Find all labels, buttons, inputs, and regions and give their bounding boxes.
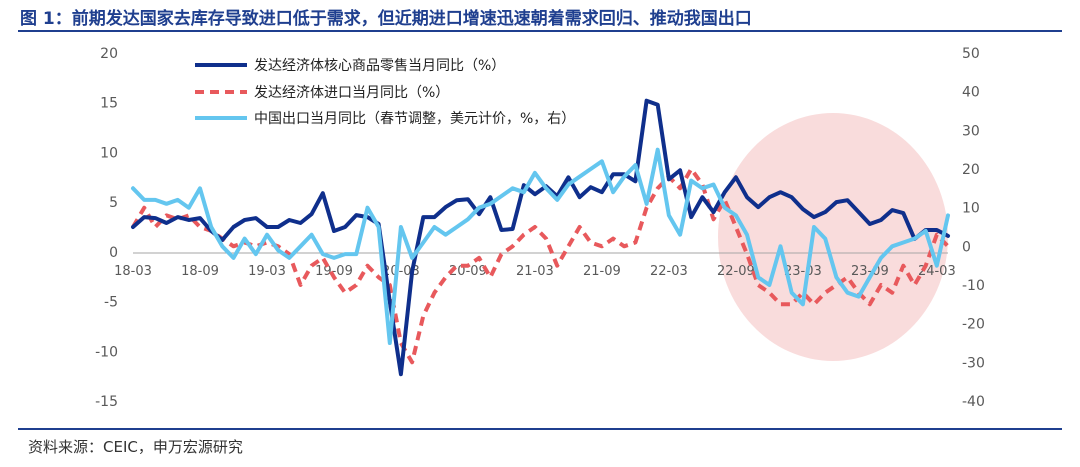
left-tick-label: 15: [100, 96, 118, 112]
x-tick-label: 22-09: [717, 264, 755, 279]
series-line-imports: [131, 167, 950, 365]
x-tick-label: 21-03: [516, 264, 554, 279]
left-tick-label: 20: [100, 46, 118, 62]
series-line-exports: [131, 147, 950, 345]
left-tick-label: -5: [104, 295, 118, 311]
right-tick-label: 40: [962, 85, 980, 101]
line-chart: -15 -10 -5 0 5 10 15 20 -40 -30 -20 -10 0 10 20 30 40 50…: [95, 46, 985, 410]
legend-label-retail: 发达经济体核心商品零售当月同比（%）: [254, 58, 505, 74]
legend: 发达经济体核心商品零售当月同比（%） 发达经济体进口当月同比（%） 中国出口当月…: [195, 58, 575, 127]
x-tick-label: 19-09: [315, 264, 353, 279]
bottom-rule: [18, 428, 1062, 430]
x-tick-label: 18-09: [181, 264, 219, 279]
top-rule: [18, 30, 1062, 32]
series-line-retail: [131, 98, 950, 377]
x-tick-label: 20-09: [449, 264, 487, 279]
left-tick-label: 10: [100, 145, 118, 161]
right-tick-label: 20: [962, 162, 980, 178]
source-note: 资料来源：CEIC，申万宏源研究: [28, 438, 243, 456]
x-tick-label: 23-09: [851, 264, 889, 279]
figure-title: 图 1：前期发达国家去库存导致进口低于需求，但近期进口增速迅速朝着需求回归、推动…: [20, 9, 752, 29]
left-tick-label: -15: [95, 394, 118, 410]
left-tick-label: -10: [95, 344, 118, 360]
series-lines: [131, 98, 950, 377]
right-tick-label: -40: [962, 394, 985, 410]
left-axis-ticks: -15 -10 -5 0 5 10 15 20: [95, 46, 118, 410]
x-tick-label: 18-03: [114, 264, 152, 279]
x-tick-label: 22-03: [650, 264, 688, 279]
right-axis-ticks: -40 -30 -20 -10 0 10 20 30 40 50: [962, 46, 985, 410]
right-tick-label: 0: [962, 239, 971, 255]
legend-label-imports: 发达经济体进口当月同比（%）: [254, 85, 449, 101]
x-tick-label: 21-09: [583, 264, 621, 279]
right-tick-label: -20: [962, 317, 985, 333]
left-tick-label: 5: [109, 195, 118, 211]
left-tick-label: 0: [109, 245, 118, 261]
x-tick-label: 24-03: [918, 264, 956, 279]
right-tick-label: 10: [962, 201, 980, 217]
right-tick-label: 30: [962, 123, 980, 139]
x-tick-label: 19-03: [248, 264, 286, 279]
x-tick-label: 23-03: [784, 264, 822, 279]
x-axis-ticks: 18-03 18-09 19-03 19-09 20-03 20-09 21-03 21-09…: [114, 264, 956, 279]
right-tick-label: -30: [962, 355, 985, 371]
legend-label-exports: 中国出口当月同比（春节调整，美元计价，%，右）: [254, 111, 575, 127]
right-tick-label: -10: [962, 278, 985, 294]
right-tick-label: 50: [962, 46, 980, 62]
